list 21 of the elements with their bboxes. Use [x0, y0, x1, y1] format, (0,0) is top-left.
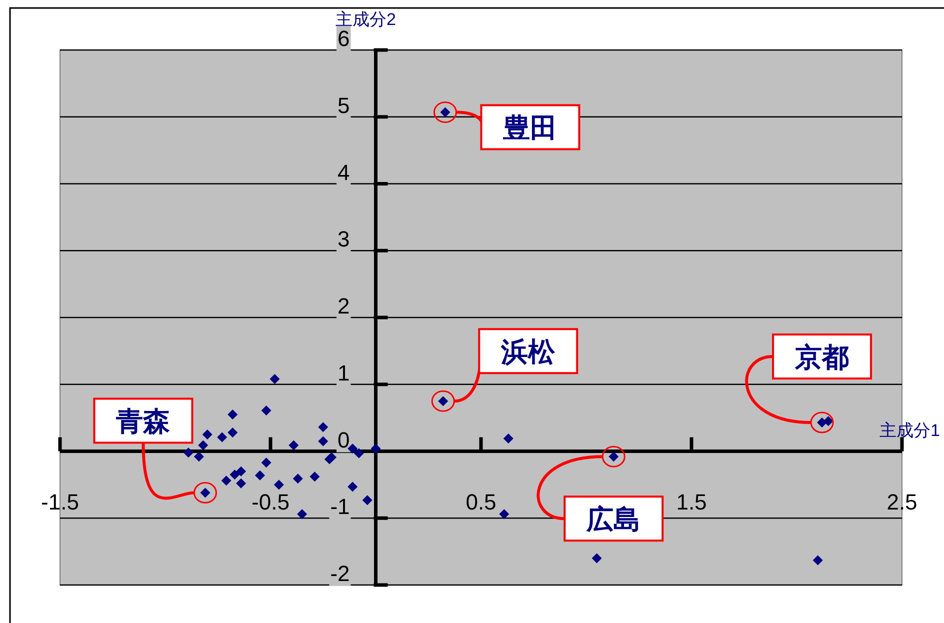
y-tick-label: -1	[330, 494, 350, 520]
y-tick-label: 6	[338, 26, 350, 51]
annotation: 豊田	[502, 113, 558, 144]
x-tick-label: 0.5	[466, 489, 496, 514]
y-tick-label: 1	[338, 360, 350, 386]
y-axis-title: 主成分2	[336, 10, 396, 29]
annotation: 広島	[586, 504, 641, 535]
x-tick-label: 2.5	[886, 489, 918, 514]
y-tick-label: 5	[338, 92, 350, 118]
x-axis-title: 主成分1	[880, 421, 940, 440]
y-tick-label: 3	[338, 226, 350, 252]
y-tick-label: 4	[338, 160, 350, 185]
annotation: 浜松	[500, 337, 556, 368]
x-tick-label: -0.5	[252, 489, 290, 514]
annotation: 青森	[115, 406, 170, 437]
annotation: 京都	[794, 342, 850, 372]
y-tick-label: 2	[338, 294, 350, 318]
x-tick-label: -1.5	[41, 489, 79, 514]
y-tick-label: -2	[330, 561, 350, 586]
y-tick-label: 0	[338, 427, 350, 452]
x-tick-label: 1.5	[676, 489, 707, 514]
